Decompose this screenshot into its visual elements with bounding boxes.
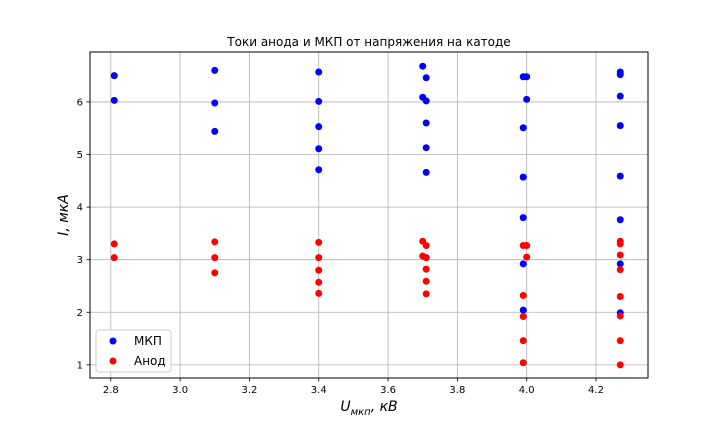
- data-point: [315, 145, 323, 153]
- data-point: [422, 290, 430, 298]
- x-tick-label: 3.6: [380, 385, 396, 396]
- y-axis-ticks: 1 2 3 4 5 6: [77, 97, 90, 371]
- data-point: [523, 95, 531, 103]
- y-tick-label: 1: [77, 360, 83, 371]
- plot-frame: [89, 51, 649, 379]
- data-point: [616, 361, 624, 369]
- x-tick-label: 3.4: [311, 385, 327, 396]
- data-point: [211, 269, 219, 277]
- data-point: [110, 72, 118, 80]
- data-point: [616, 71, 624, 79]
- grid: [90, 52, 648, 378]
- legend-label-anode: Анод: [134, 354, 166, 368]
- x-tick-label: 3.8: [449, 385, 465, 396]
- data-point: [519, 337, 527, 345]
- series-0: [110, 62, 624, 317]
- data-point: [616, 92, 624, 100]
- y-tick-label: 3: [77, 255, 83, 266]
- legend-marker-mkp: [109, 337, 117, 345]
- data-point: [616, 312, 624, 320]
- data-point: [315, 278, 323, 286]
- x-tick-label: 2.8: [103, 385, 119, 396]
- data-point: [315, 123, 323, 131]
- x-tick-label: 4.0: [519, 385, 535, 396]
- data-point: [422, 119, 430, 127]
- data-point: [211, 238, 219, 246]
- data-point: [422, 168, 430, 176]
- chart-title: Токи анода и МКП от напряжения на катоде: [226, 35, 510, 49]
- data-point: [616, 216, 624, 224]
- y-tick-label: 6: [77, 97, 83, 108]
- data-point: [211, 99, 219, 107]
- data-point: [110, 240, 118, 248]
- data-point: [422, 277, 430, 285]
- y-tick-label: 2: [77, 308, 83, 319]
- data-point: [315, 254, 323, 262]
- data-point: [422, 241, 430, 249]
- legend: МКП Анод: [95, 329, 172, 373]
- x-tick-label: 3.0: [172, 385, 188, 396]
- data-point: [523, 73, 531, 81]
- data-points: [110, 62, 624, 369]
- data-point: [519, 306, 527, 314]
- data-point: [616, 251, 624, 259]
- y-axis-label: I, мкА: [56, 194, 72, 236]
- data-point: [616, 260, 624, 268]
- data-point: [211, 66, 219, 74]
- data-point: [211, 254, 219, 262]
- data-point: [211, 127, 219, 135]
- x-axis-label: Uмкп, кВ: [340, 399, 397, 418]
- data-point: [523, 241, 531, 249]
- x-tick-label: 4.2: [588, 385, 604, 396]
- data-point: [519, 173, 527, 181]
- data-point: [616, 337, 624, 345]
- data-point: [110, 254, 118, 262]
- data-point: [616, 266, 624, 274]
- data-point: [315, 266, 323, 274]
- data-point: [616, 122, 624, 130]
- data-point: [519, 312, 527, 320]
- y-tick-label: 5: [77, 150, 83, 161]
- data-point: [523, 253, 531, 261]
- data-point: [110, 96, 118, 104]
- data-point: [422, 265, 430, 273]
- series-1: [110, 237, 624, 369]
- data-point: [519, 291, 527, 299]
- data-point: [315, 289, 323, 297]
- data-point: [616, 240, 624, 248]
- data-point: [419, 62, 427, 70]
- data-point: [422, 254, 430, 262]
- data-point: [519, 260, 527, 268]
- data-point: [315, 238, 323, 246]
- data-point: [315, 97, 323, 105]
- data-point: [422, 144, 430, 152]
- data-point: [616, 293, 624, 300]
- legend-label-mkp: МКП: [134, 334, 162, 348]
- data-point: [422, 74, 430, 82]
- data-point: [315, 166, 323, 174]
- data-point: [315, 68, 323, 76]
- legend-marker-anode: [109, 357, 117, 365]
- data-point: [422, 97, 430, 105]
- x-axis-ticks: 2.8 3.0 3.2 3.4 3.6 3.8 4.0 4.2: [103, 378, 604, 396]
- x-tick-label: 3.2: [241, 385, 257, 396]
- y-tick-label: 4: [77, 203, 83, 214]
- data-point: [519, 124, 527, 132]
- data-point: [519, 359, 527, 367]
- data-point: [519, 214, 527, 222]
- data-point: [616, 172, 624, 180]
